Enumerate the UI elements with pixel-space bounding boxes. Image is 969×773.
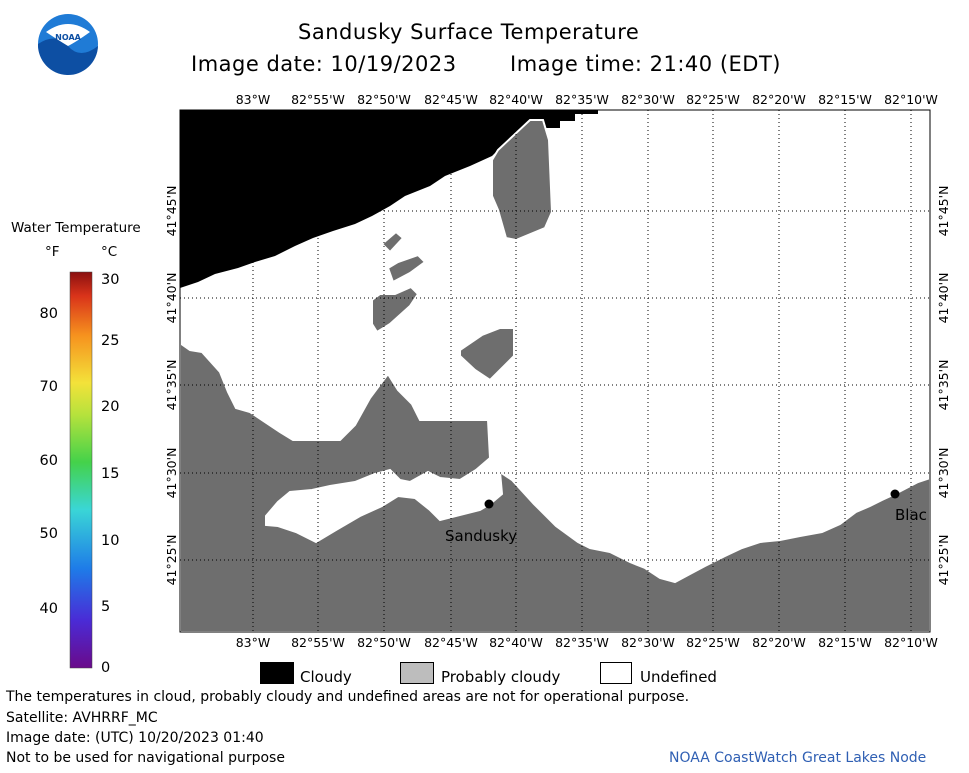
fahrenheit-ticks: 80 70 60 50 40 bbox=[40, 306, 58, 617]
longitude-label: 82°55'W bbox=[291, 635, 345, 650]
longitude-label: 82°10'W bbox=[884, 635, 938, 650]
longitude-label: 82°50'W bbox=[357, 635, 411, 650]
legend-cloudy-swatch bbox=[260, 662, 294, 684]
latitude-label: 41°40'N bbox=[164, 273, 179, 324]
longitude-label: 82°40'W bbox=[489, 635, 543, 650]
sandusky-marker bbox=[484, 499, 494, 509]
celsius-ticks: 30 25 20 15 10 5 0 bbox=[101, 272, 119, 676]
longitude-label: 82°30'W bbox=[621, 635, 675, 650]
longitude-label: 82°20'W bbox=[752, 635, 806, 650]
longitude-label: 82°45'W bbox=[424, 635, 478, 650]
latitude-label: 41°25'N bbox=[936, 535, 951, 586]
noaa-logo: NOAA bbox=[37, 14, 98, 76]
fahrenheit-tick: 60 bbox=[40, 453, 58, 469]
latitude-label: 41°30'N bbox=[164, 448, 179, 499]
land-area bbox=[179, 341, 931, 633]
credit-text: NOAA CoastWatch Great Lakes Node bbox=[669, 750, 927, 766]
utc-date-text: Image date: (UTC) 10/20/2023 01:40 bbox=[6, 730, 264, 746]
celsius-tick: 0 bbox=[101, 660, 110, 676]
latitude-label: 41°45'N bbox=[164, 186, 179, 237]
map-title: Sandusky Surface Temperature bbox=[298, 20, 640, 44]
probably-cloudy-patch bbox=[459, 327, 515, 382]
longitude-label: 82°35'W bbox=[555, 635, 609, 650]
place-blac: Blac bbox=[895, 506, 927, 524]
latitude-label: 41°25'N bbox=[164, 535, 179, 586]
longitude-label: 82°35'W bbox=[555, 92, 609, 107]
place-sandusky: Sandusky bbox=[445, 527, 517, 545]
latitude-label: 41°35'N bbox=[936, 360, 951, 411]
celsius-tick: 20 bbox=[101, 399, 119, 415]
longitude-labels-bottom: 83°W 82°55'W 82°50'W 82°45'W 82°40'W 82°35'W 8… bbox=[236, 635, 938, 650]
unit-fahrenheit: °F bbox=[45, 244, 60, 260]
longitude-label: 82°20'W bbox=[752, 92, 806, 107]
disclaimer-text: The temperatures in cloud, probably clou… bbox=[6, 689, 690, 705]
image-date: Image date: 10/19/2023 bbox=[191, 52, 457, 76]
latitude-label: 41°30'N bbox=[936, 448, 951, 499]
latitude-label: 41°40'N bbox=[936, 273, 951, 324]
satellite-text: Satellite: AVHRRF_MC bbox=[6, 710, 158, 726]
celsius-tick: 30 bbox=[101, 272, 119, 288]
cloudy-region bbox=[180, 110, 598, 288]
longitude-labels-top: 83°W 82°55'W 82°50'W 82°45'W 82°40'W 82°35'W 8… bbox=[236, 92, 938, 107]
fahrenheit-tick: 80 bbox=[40, 306, 58, 322]
legend-cloudy-label: Cloudy bbox=[300, 668, 352, 686]
longitude-label: 82°10'W bbox=[884, 92, 938, 107]
longitude-label: 82°30'W bbox=[621, 92, 675, 107]
latitude-labels-right: 41°45'N 41°40'N 41°35'N 41°30'N 41°25'N bbox=[936, 186, 951, 586]
longitude-label: 82°15'W bbox=[818, 635, 872, 650]
longitude-label: 82°25'W bbox=[686, 635, 740, 650]
map-border bbox=[179, 109, 931, 633]
longitude-label: 82°55'W bbox=[291, 92, 345, 107]
probably-cloudy-patch bbox=[491, 119, 554, 242]
celsius-tick: 15 bbox=[101, 466, 119, 482]
longitude-label: 82°50'W bbox=[357, 92, 411, 107]
legend-undefined-label: Undefined bbox=[640, 668, 717, 686]
latitude-labels-left: 41°45'N 41°40'N 41°35'N 41°30'N 41°25'N bbox=[164, 186, 179, 586]
legend-probably-cloudy-label: Probably cloudy bbox=[441, 668, 561, 686]
unit-celsius: °C bbox=[101, 244, 118, 260]
blac-marker bbox=[890, 489, 900, 499]
longitude-label: 82°40'W bbox=[489, 92, 543, 107]
legend-probably-cloudy-swatch bbox=[400, 662, 434, 684]
longitude-label: 83°W bbox=[236, 635, 271, 650]
latitude-label: 41°35'N bbox=[164, 360, 179, 411]
longitude-label: 82°45'W bbox=[424, 92, 478, 107]
graticule bbox=[180, 110, 930, 632]
celsius-tick: 10 bbox=[101, 533, 119, 549]
latitude-label: 41°45'N bbox=[936, 186, 951, 237]
probably-cloudy-patch bbox=[386, 253, 427, 284]
colorbar-title: Water Temperature bbox=[11, 220, 141, 236]
longitude-label: 82°25'W bbox=[686, 92, 740, 107]
probably-cloudy-patch bbox=[380, 230, 405, 254]
logo-text: NOAA bbox=[55, 33, 81, 42]
longitude-label: 83°W bbox=[236, 92, 271, 107]
fahrenheit-tick: 50 bbox=[40, 526, 58, 542]
celsius-tick: 5 bbox=[101, 599, 110, 615]
celsius-tick: 25 bbox=[101, 333, 119, 349]
fahrenheit-tick: 40 bbox=[40, 601, 58, 617]
fahrenheit-tick: 70 bbox=[40, 379, 58, 395]
image-time: Image time: 21:40 (EDT) bbox=[510, 52, 781, 76]
legend-undefined-swatch bbox=[600, 662, 632, 684]
longitude-label: 82°15'W bbox=[818, 92, 872, 107]
nav-warning-text: Not to be used for navigational purpose bbox=[6, 750, 285, 766]
